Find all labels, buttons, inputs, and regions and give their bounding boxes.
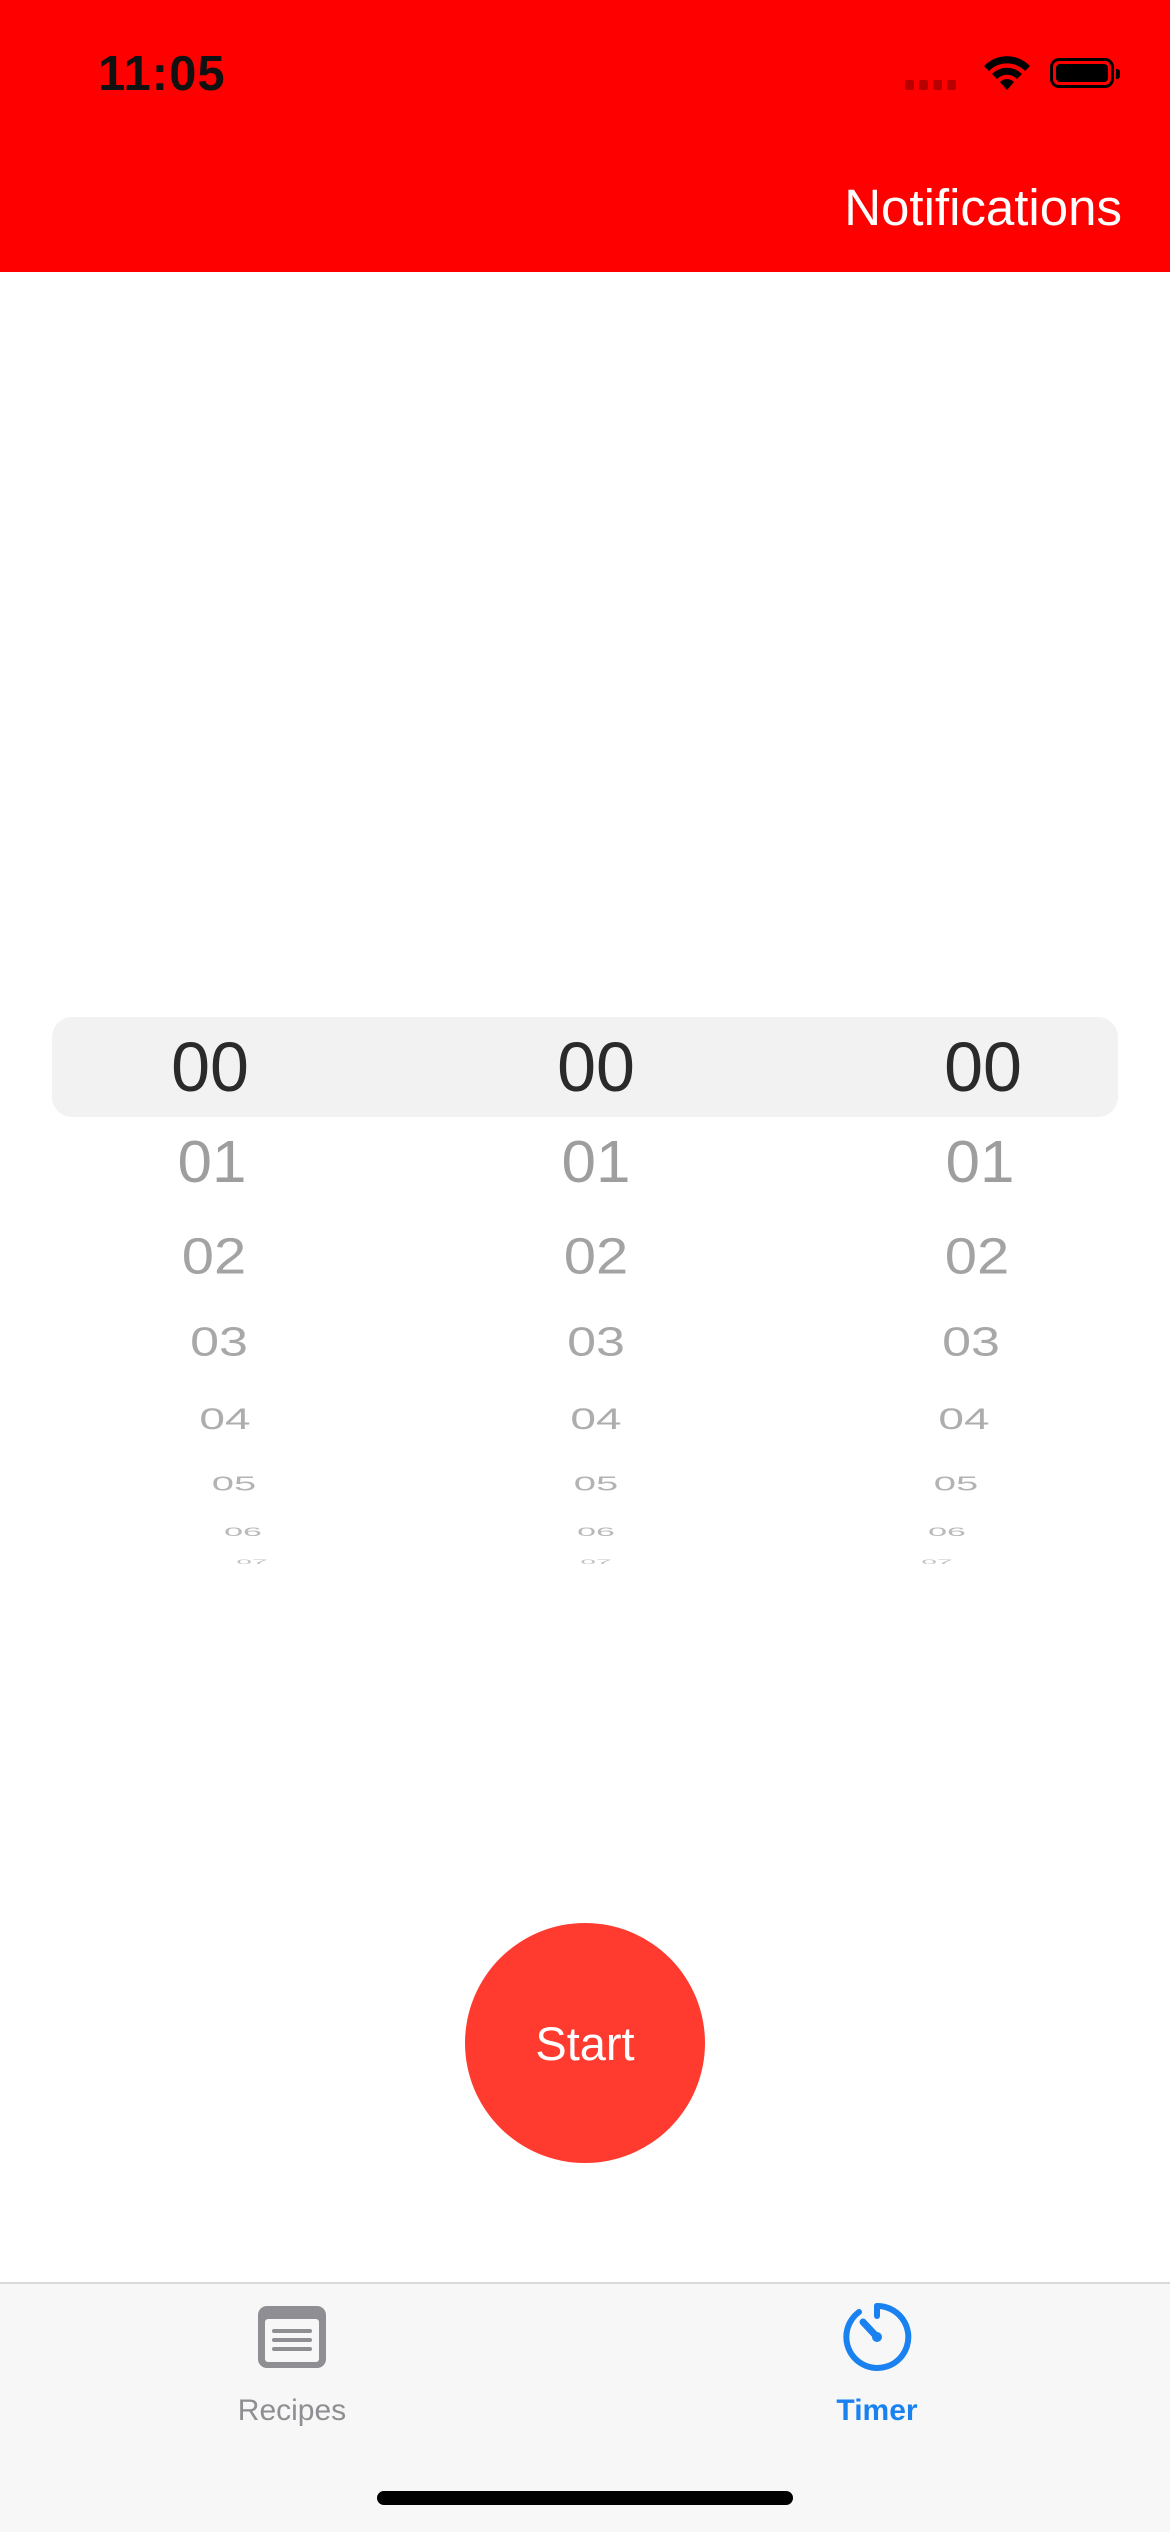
picker-value: 05: [933, 1473, 979, 1495]
picker-value: 02: [944, 1227, 1010, 1286]
picker-value: 07: [580, 1558, 612, 1566]
notifications-button[interactable]: Notifications: [844, 179, 1122, 236]
picker-value: 04: [199, 1402, 251, 1436]
header-bar: 11:05 Notifications: [0, 0, 1170, 272]
picker-value: 02: [181, 1227, 247, 1286]
picker-value: 04: [938, 1402, 990, 1436]
picker-value: 04: [570, 1402, 622, 1436]
picker-value: 01: [561, 1129, 631, 1196]
status-icons: [905, 50, 1120, 96]
picker-value: 05: [211, 1473, 257, 1495]
picker-selection-highlight: [52, 1017, 1118, 1117]
tab-bar: Recipes Timer: [0, 2282, 1170, 2532]
picker-value: 03: [190, 1319, 248, 1365]
wifi-icon: [984, 56, 1030, 90]
home-indicator[interactable]: [377, 2491, 793, 2505]
picker-value: 05: [573, 1473, 619, 1495]
picker-value-selected: 00: [171, 1028, 249, 1106]
picker-value: 06: [577, 1525, 615, 1539]
picker-column-minutes[interactable]: 00 01 02 03 04 05 06 07: [446, 1000, 746, 1580]
battery-icon: [1050, 58, 1120, 88]
tab-recipes[interactable]: Recipes: [142, 2284, 442, 2454]
picker-column-seconds[interactable]: 00 01 02 03 04 05 06 07: [833, 1000, 1133, 1580]
picker-value: 06: [224, 1525, 262, 1539]
picker-value-selected: 00: [944, 1028, 1022, 1106]
picker-value: 01: [177, 1129, 247, 1196]
picker-value-selected: 00: [557, 1028, 635, 1106]
cellular-signal-icon: [905, 56, 956, 90]
tab-timer-label: Timer: [836, 2394, 918, 2427]
start-button-label: Start: [535, 2016, 635, 2070]
picker-value: 03: [942, 1319, 1000, 1365]
recipes-list-icon: [258, 2306, 326, 2368]
start-button[interactable]: Start: [465, 1923, 705, 2163]
timer-icon: [843, 2302, 912, 2371]
picker-value: 03: [567, 1319, 625, 1365]
picker-value: 01: [945, 1129, 1015, 1196]
picker-value: 06: [928, 1525, 966, 1539]
timer-picker[interactable]: 00 01 02 03 04 05 06 07 00 01 02 03 04 0…: [0, 1000, 1170, 1580]
picker-value: 07: [236, 1558, 268, 1566]
picker-column-hours[interactable]: 00 01 02 03 04 05 06 07: [60, 1000, 360, 1580]
picker-value: 07: [921, 1558, 953, 1566]
status-time: 11:05: [98, 47, 226, 101]
picker-value: 02: [563, 1227, 629, 1286]
tab-timer[interactable]: Timer: [727, 2284, 1027, 2454]
tab-recipes-label: Recipes: [237, 2394, 347, 2427]
